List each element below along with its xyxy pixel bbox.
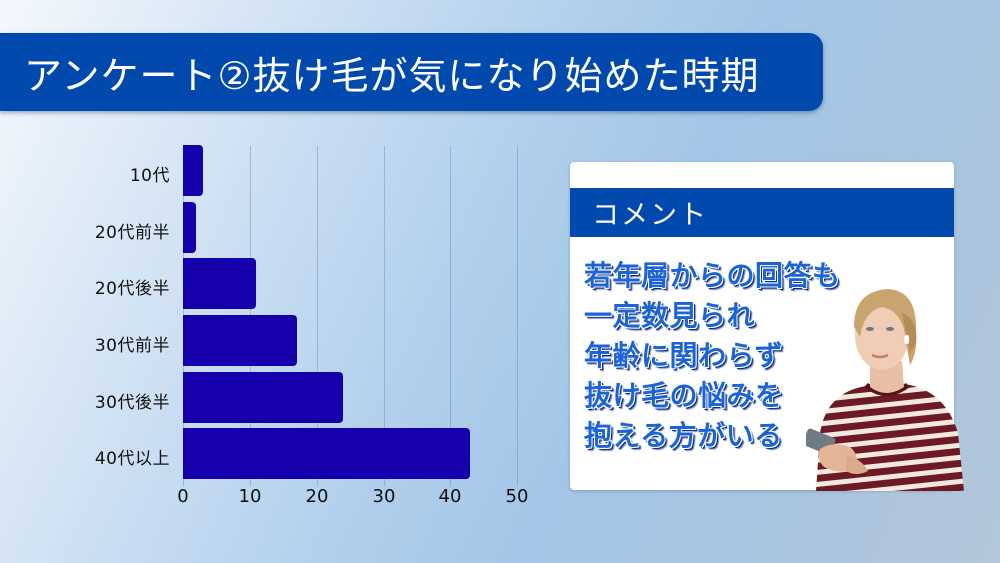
bar (183, 145, 204, 196)
comment-header: コメント (570, 188, 954, 237)
category-label: 20代後半 (94, 279, 170, 299)
tick-label: 30 (372, 486, 396, 507)
gridline-20 (317, 146, 318, 486)
comment-body: 若年層からの回答も 一定数見られ 年齢に関わらず 抜け毛の悩みを 抱える方がいる (584, 256, 884, 456)
comment-line: 抱える方がいる (584, 419, 783, 452)
category-label: 40代以上 (94, 449, 170, 469)
bar (183, 428, 471, 479)
tick-label: 10 (238, 486, 262, 507)
category-label: 10代 (129, 166, 170, 186)
gridline-50 (517, 146, 518, 486)
bar (183, 258, 257, 309)
title-banner: アンケート②抜け毛が気になり始めた時期 (0, 33, 823, 111)
woman-photo (806, 283, 966, 491)
page-title: アンケート②抜け毛が気になり始めた時期 (24, 53, 760, 98)
tick-label: 50 (505, 486, 529, 507)
bar (183, 372, 344, 423)
category-label: 20代前半 (94, 223, 170, 243)
comment-line: 年齢に関わらず (584, 339, 783, 372)
comment-line: 一定数見られ (584, 299, 756, 332)
comment-line: 抜け毛の悩みを (584, 379, 784, 412)
category-label: 30代後半 (94, 393, 170, 413)
bar (183, 315, 297, 366)
tick-label: 0 (177, 486, 189, 507)
comment-header-label: コメント (592, 200, 708, 231)
comment-line: 若年層からの回答も (584, 259, 841, 292)
category-label: 30代前半 (94, 336, 170, 356)
bar (183, 202, 197, 253)
gridline-30 (384, 146, 385, 486)
tick-label: 20 (305, 486, 329, 507)
comment-card: コメント 若年層からの回答も 一定数見られ 年齢に関わらず 抜け毛の悩みを 抱え… (570, 162, 954, 490)
tick-label: 40 (438, 486, 462, 507)
bar-chart: 10代 20代前半 20代後半 30代前半 30代後半 40代以上 0 10 2… (0, 140, 560, 520)
gridline-40 (450, 146, 451, 486)
